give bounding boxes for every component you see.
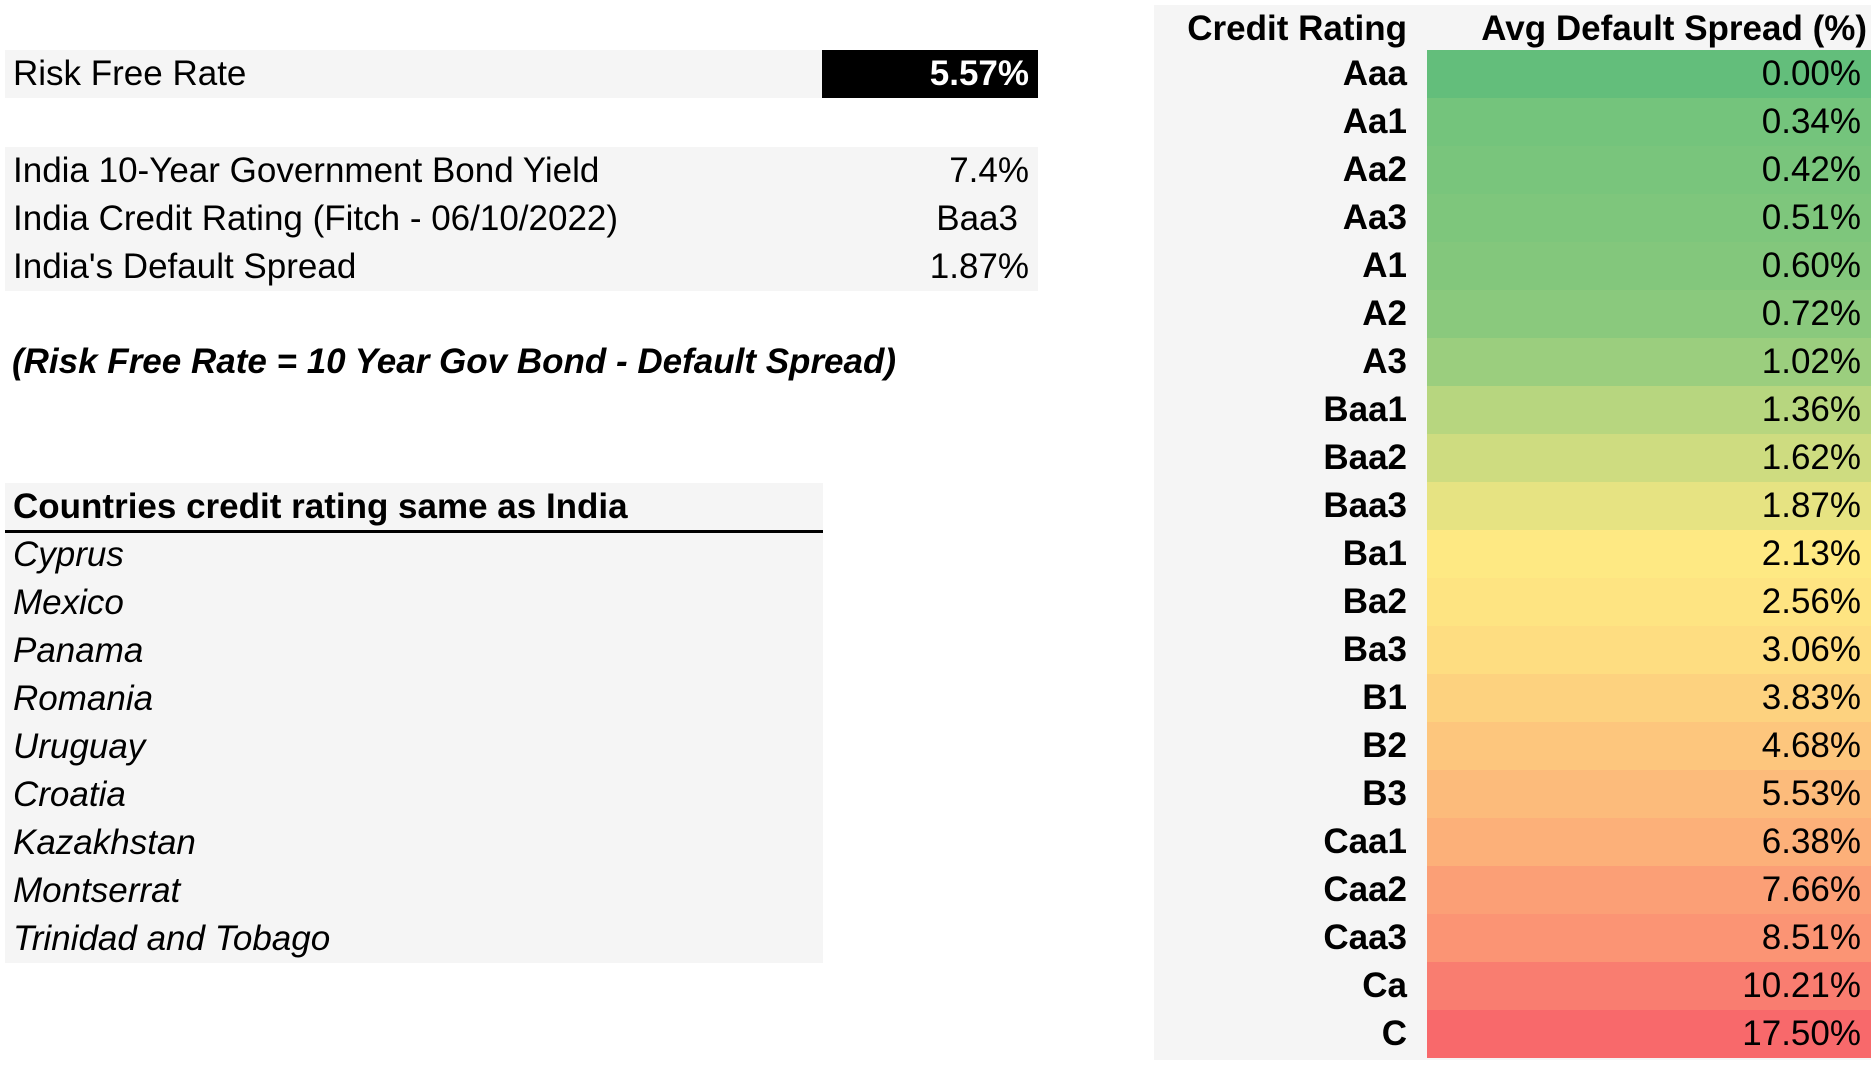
risk-free-rate-row: Risk Free Rate 5.57%	[5, 50, 1038, 98]
countries-header: Countries credit rating same as India	[5, 483, 823, 533]
spread-table-rating[interactable]: Ba1	[1342, 534, 1407, 573]
country-item[interactable]: Montserrat	[13, 871, 181, 910]
country-item[interactable]: Uruguay	[13, 727, 146, 766]
spread-table-rating[interactable]: B3	[1362, 774, 1407, 813]
spread-table-rating[interactable]: Aaa	[1342, 54, 1407, 93]
country-item[interactable]: Kazakhstan	[13, 823, 196, 862]
risk-free-rate-label: Risk Free Rate	[13, 54, 247, 93]
default-spread-row: India's Default Spread 1.87%	[5, 243, 1038, 291]
spread-table-rating[interactable]: C	[1381, 1014, 1407, 1053]
spread-table-value[interactable]: 1.87%	[1427, 482, 1871, 530]
spread-table-rating[interactable]: B1	[1362, 678, 1407, 717]
countries-list: Countries credit rating same as India Cy…	[5, 483, 823, 963]
spread-table-value[interactable]: 7.66%	[1427, 866, 1871, 914]
spread-table-value[interactable]: 1.62%	[1427, 434, 1871, 482]
spread-table-rating[interactable]: Aa2	[1342, 150, 1407, 189]
country-item[interactable]: Mexico	[13, 583, 124, 622]
spread-table-value[interactable]: 6.38%	[1427, 818, 1871, 866]
credit-rating-value[interactable]: Baa3	[936, 199, 1018, 238]
bond-yield-label: India 10-Year Government Bond Yield	[13, 151, 600, 190]
spread-table-value[interactable]: 1.02%	[1427, 338, 1871, 386]
spread-table-rating[interactable]: A1	[1362, 246, 1407, 285]
spread-table-rating[interactable]: Caa3	[1323, 918, 1407, 957]
spread-table-value[interactable]: 8.51%	[1427, 914, 1871, 962]
countries-header-label: Countries credit rating same as India	[13, 487, 628, 526]
spread-table-rating[interactable]: Caa2	[1323, 870, 1407, 909]
spread-table-rating[interactable]: Ba3	[1342, 630, 1407, 669]
bond-yield-value[interactable]: 7.4%	[949, 151, 1029, 190]
spread-table-value[interactable]: 17.50%	[1427, 1010, 1871, 1058]
credit-rating-row: India Credit Rating (Fitch - 06/10/2022)…	[5, 195, 1038, 243]
formula-note: (Risk Free Rate = 10 Year Gov Bond - Def…	[12, 342, 897, 381]
spread-table-value[interactable]: 5.53%	[1427, 770, 1871, 818]
spread-table-rating[interactable]: Aa3	[1342, 198, 1407, 237]
default-spread-value[interactable]: 1.87%	[929, 247, 1029, 286]
spread-table-value[interactable]: 3.83%	[1427, 674, 1871, 722]
spread-table-value[interactable]: 0.60%	[1427, 242, 1871, 290]
spread-table-value[interactable]: 3.06%	[1427, 626, 1871, 674]
country-item[interactable]: Cyprus	[13, 535, 124, 574]
spread-table-rating[interactable]: Ba2	[1342, 582, 1407, 621]
credit-rating-label: India Credit Rating (Fitch - 06/10/2022)	[13, 199, 619, 238]
spread-table-rating[interactable]: Aa1	[1342, 102, 1407, 141]
spread-table-value[interactable]: 0.42%	[1427, 146, 1871, 194]
spread-table-rating[interactable]: Baa2	[1323, 438, 1407, 477]
spread-table-rating[interactable]: Baa1	[1323, 390, 1407, 429]
country-item[interactable]: Panama	[13, 631, 144, 670]
spread-table-value[interactable]: 0.34%	[1427, 98, 1871, 146]
spread-table-rating[interactable]: Baa3	[1323, 486, 1407, 525]
credit-rating-column-header: Credit Rating	[1187, 9, 1407, 48]
bond-inputs-block: India 10-Year Government Bond Yield 7.4%…	[5, 147, 1038, 291]
spread-table-rating[interactable]: Ca	[1362, 966, 1407, 1005]
country-item[interactable]: Croatia	[13, 775, 126, 814]
spread-table-value[interactable]: 2.13%	[1427, 530, 1871, 578]
bond-yield-row: India 10-Year Government Bond Yield 7.4%	[5, 147, 1038, 195]
spread-table-rating[interactable]: Caa1	[1323, 822, 1407, 861]
spread-table-value[interactable]: 2.56%	[1427, 578, 1871, 626]
spread-table-value[interactable]: 1.36%	[1427, 386, 1871, 434]
default-spread-label: India's Default Spread	[13, 247, 357, 286]
spread-table-value[interactable]: 0.51%	[1427, 194, 1871, 242]
avg-default-spread-column-header: Avg Default Spread (%)	[1481, 9, 1867, 48]
country-item[interactable]: Romania	[13, 679, 154, 718]
spread-table-value[interactable]: 4.68%	[1427, 722, 1871, 770]
spread-table-rating[interactable]: A2	[1362, 294, 1407, 333]
spread-table-value[interactable]: 10.21%	[1427, 962, 1871, 1010]
country-item[interactable]: Trinidad and Tobago	[13, 919, 331, 958]
spread-table-value[interactable]: 0.00%	[1427, 50, 1871, 98]
spread-table-value[interactable]: 0.72%	[1427, 290, 1871, 338]
risk-free-rate-value[interactable]: 5.57%	[822, 50, 1038, 98]
spread-table-rating[interactable]: A3	[1362, 342, 1407, 381]
spread-table-rating[interactable]: B2	[1362, 726, 1407, 765]
